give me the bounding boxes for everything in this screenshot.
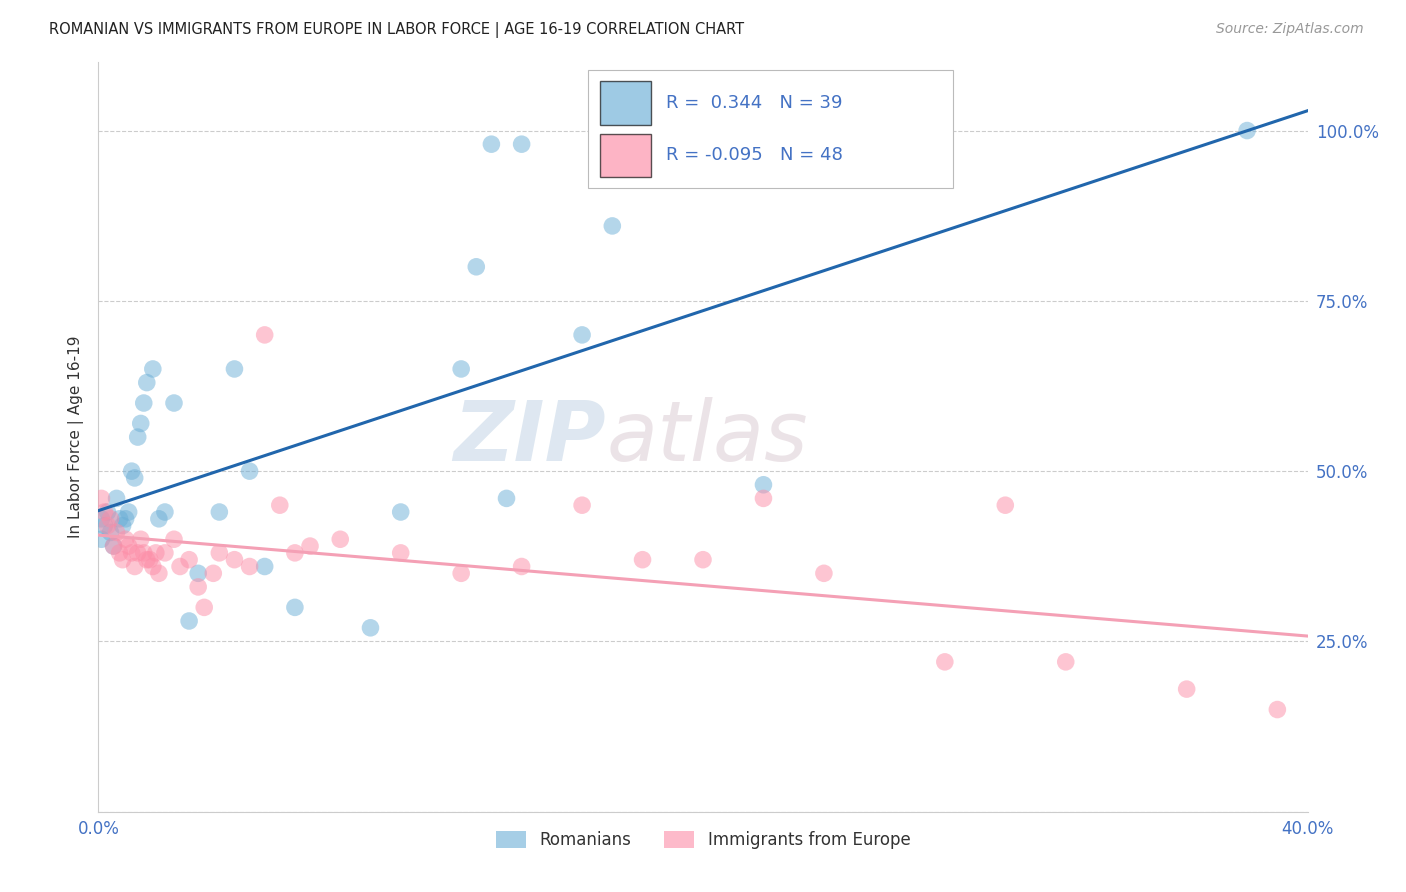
Y-axis label: In Labor Force | Age 16-19: In Labor Force | Age 16-19 bbox=[69, 335, 84, 539]
Point bbox=[127, 430, 149, 444]
Point bbox=[121, 546, 143, 560]
Point bbox=[179, 552, 201, 566]
Point bbox=[132, 546, 155, 560]
Point bbox=[994, 498, 1017, 512]
Point bbox=[129, 417, 152, 431]
Point bbox=[187, 580, 209, 594]
Point bbox=[202, 566, 225, 581]
Point bbox=[135, 376, 157, 390]
Point bbox=[934, 655, 956, 669]
Point bbox=[510, 137, 533, 152]
Text: ROMANIAN VS IMMIGRANTS FROM EUROPE IN LABOR FORCE | AGE 16-19 CORRELATION CHART: ROMANIAN VS IMMIGRANTS FROM EUROPE IN LA… bbox=[49, 22, 744, 38]
Point bbox=[239, 559, 262, 574]
Point bbox=[253, 327, 276, 342]
Point bbox=[269, 498, 291, 512]
Point bbox=[631, 552, 654, 566]
Point bbox=[193, 600, 215, 615]
Point bbox=[90, 512, 112, 526]
Point bbox=[299, 539, 322, 553]
Point bbox=[124, 559, 146, 574]
Point bbox=[90, 491, 112, 506]
Point bbox=[495, 491, 517, 506]
Point bbox=[96, 518, 118, 533]
Point bbox=[96, 505, 118, 519]
Point bbox=[163, 396, 186, 410]
Point bbox=[90, 533, 112, 547]
Point bbox=[602, 219, 624, 233]
Point bbox=[105, 491, 128, 506]
Text: R =  0.344   N = 39: R = 0.344 N = 39 bbox=[665, 94, 842, 112]
Point bbox=[108, 512, 131, 526]
Point bbox=[389, 505, 412, 519]
Point bbox=[148, 512, 170, 526]
Text: R = -0.095   N = 48: R = -0.095 N = 48 bbox=[665, 146, 842, 164]
Point bbox=[450, 362, 472, 376]
Point bbox=[465, 260, 488, 274]
Point bbox=[169, 559, 191, 574]
Point bbox=[179, 614, 201, 628]
Point bbox=[224, 362, 246, 376]
Point bbox=[752, 491, 775, 506]
Point bbox=[100, 512, 122, 526]
Point bbox=[114, 533, 136, 547]
Point bbox=[139, 552, 162, 566]
Point bbox=[510, 559, 533, 574]
Point bbox=[129, 533, 152, 547]
FancyBboxPatch shape bbox=[600, 81, 651, 125]
Point bbox=[135, 552, 157, 566]
Point bbox=[142, 559, 165, 574]
Point bbox=[93, 518, 115, 533]
Point bbox=[208, 546, 231, 560]
Point bbox=[239, 464, 262, 478]
Point bbox=[105, 525, 128, 540]
Point bbox=[253, 559, 276, 574]
Point bbox=[103, 539, 125, 553]
Point bbox=[153, 546, 176, 560]
FancyBboxPatch shape bbox=[588, 70, 953, 188]
Point bbox=[108, 546, 131, 560]
Point bbox=[163, 533, 186, 547]
Point bbox=[121, 464, 143, 478]
Point bbox=[329, 533, 352, 547]
Text: atlas: atlas bbox=[606, 397, 808, 477]
Point bbox=[571, 327, 593, 342]
Point bbox=[360, 621, 382, 635]
Point bbox=[224, 552, 246, 566]
Point bbox=[111, 518, 134, 533]
Point bbox=[187, 566, 209, 581]
Point bbox=[813, 566, 835, 581]
Point bbox=[450, 566, 472, 581]
Point bbox=[1267, 702, 1289, 716]
Point bbox=[389, 546, 412, 560]
Point bbox=[93, 505, 115, 519]
FancyBboxPatch shape bbox=[600, 134, 651, 178]
Point bbox=[1236, 123, 1258, 137]
Point bbox=[145, 546, 167, 560]
Point bbox=[481, 137, 503, 152]
Point bbox=[284, 600, 307, 615]
Point bbox=[153, 505, 176, 519]
Point bbox=[132, 396, 155, 410]
Point bbox=[284, 546, 307, 560]
Legend: Romanians, Immigrants from Europe: Romanians, Immigrants from Europe bbox=[489, 824, 917, 855]
Point bbox=[142, 362, 165, 376]
Text: ZIP: ZIP bbox=[454, 397, 606, 477]
Point bbox=[571, 498, 593, 512]
Point bbox=[111, 552, 134, 566]
Point bbox=[114, 512, 136, 526]
Point bbox=[124, 471, 146, 485]
Point bbox=[118, 539, 141, 553]
Point bbox=[752, 477, 775, 491]
Text: Source: ZipAtlas.com: Source: ZipAtlas.com bbox=[1216, 22, 1364, 37]
Point bbox=[1175, 682, 1198, 697]
Point bbox=[103, 539, 125, 553]
Point bbox=[692, 552, 714, 566]
Point bbox=[118, 505, 141, 519]
Point bbox=[1054, 655, 1077, 669]
Point bbox=[148, 566, 170, 581]
Point bbox=[100, 525, 122, 540]
Point bbox=[208, 505, 231, 519]
Point bbox=[127, 546, 149, 560]
